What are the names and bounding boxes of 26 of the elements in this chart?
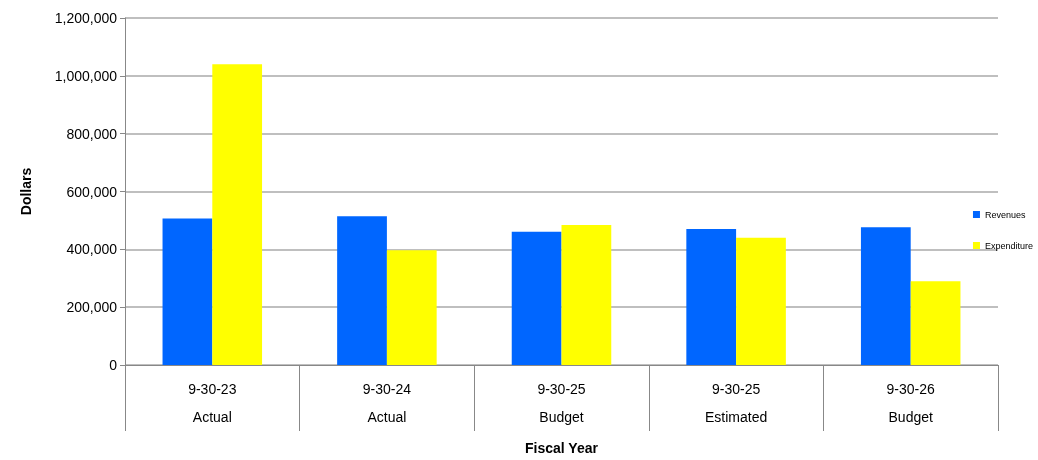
bar bbox=[860, 227, 911, 365]
legend-label: Revenues bbox=[984, 209, 1026, 220]
x-tick-label: 9-30-25 Budget bbox=[537, 381, 586, 425]
bar bbox=[511, 231, 562, 365]
y-tick-label: 1,200,000 bbox=[54, 10, 118, 26]
y-tick-label: 0 bbox=[109, 357, 118, 373]
bar bbox=[212, 64, 263, 365]
y-tick-label: 600,000 bbox=[66, 183, 118, 200]
bar bbox=[162, 218, 213, 365]
bar bbox=[686, 229, 737, 365]
x-axis-title: Fiscal Year bbox=[525, 440, 599, 456]
bar bbox=[561, 225, 612, 365]
bar bbox=[386, 250, 437, 365]
y-tick-label: 400,000 bbox=[66, 241, 118, 258]
legend-label: Expenditure bbox=[984, 240, 1034, 251]
x-tick-label: 9-30-26 Budget bbox=[886, 381, 936, 425]
y-axis-title: Dollars bbox=[18, 167, 34, 216]
x-tick-label: 9-30-24 Actual bbox=[362, 381, 412, 425]
x-tick-label: 9-30-25 Estimated bbox=[704, 381, 768, 425]
bar bbox=[910, 281, 961, 365]
x-tick-label: 9-30-23 Actual bbox=[188, 381, 237, 425]
y-tick-label: 200,000 bbox=[66, 299, 118, 316]
y-tick-label: 800,000 bbox=[66, 125, 118, 142]
bar bbox=[337, 216, 387, 365]
bar bbox=[736, 237, 786, 365]
y-tick-label: 1,000,000 bbox=[54, 67, 118, 84]
